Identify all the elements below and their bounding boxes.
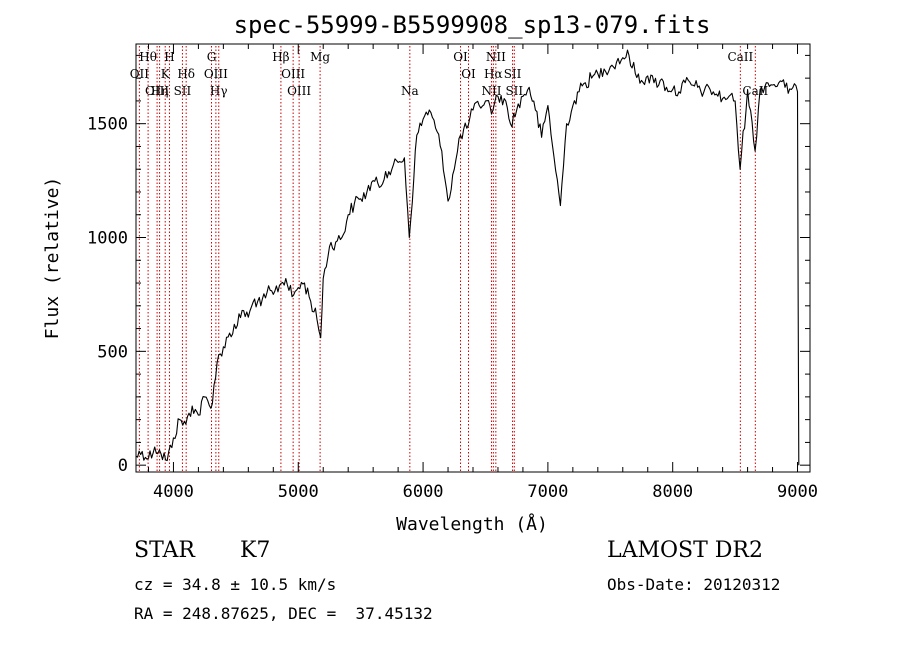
spectral-line-label: OI <box>453 50 468 64</box>
spectral-line-label: OIII <box>145 84 169 98</box>
spectral-line-label: OII <box>130 67 150 81</box>
x-tick-label: 8000 <box>652 482 693 502</box>
spectral-line-label: Mg <box>310 50 330 64</box>
survey-name: LAMOST DR2 <box>607 538 763 563</box>
spectral-line-label: SII <box>505 84 523 98</box>
x-tick-label: 9000 <box>777 482 818 502</box>
y-tick-label: 1000 <box>87 229 128 249</box>
spectral-line-markers <box>138 46 756 472</box>
spectral-line-label: Hβ <box>272 50 289 64</box>
x-axis-label: Wavelength (Å) <box>396 513 548 535</box>
spectral-line-label: Na <box>401 84 419 98</box>
chart-title: spec-55999-B5599908_sp13-079.fits <box>234 11 711 39</box>
spectral-line-label: NII <box>486 50 506 64</box>
spectral-line-label: Hγ <box>210 84 228 98</box>
spectral-line-label: Hδ <box>177 67 195 81</box>
spectral-line-label: K <box>161 67 171 81</box>
object-subclass: K7 <box>240 538 271 563</box>
y-tick-label: 500 <box>97 342 128 362</box>
spectral-line-label: SII <box>504 67 522 81</box>
observation-date: Obs-Date: 20120312 <box>607 575 781 594</box>
spectral-line-label: OIII <box>281 67 305 81</box>
spectral-line-label: Hθ <box>139 50 157 64</box>
spectrum-line <box>135 49 800 466</box>
x-tick-label: 4000 <box>153 482 194 502</box>
coordinates: RA = 248.87625, DEC = 37.45132 <box>134 604 433 623</box>
x-tick-label: 5000 <box>278 482 319 502</box>
spectral-line-labels: OIIHθOIIIHηKHSIIHδGOIIIHγHβOIIIOIIIMgNaO… <box>130 50 769 98</box>
spectral-line-label: Hα <box>484 67 503 81</box>
y-tick-label: 1500 <box>87 115 128 135</box>
object-class: STAR <box>134 538 195 563</box>
spectral-line-label: OI <box>461 67 476 81</box>
spectral-line-label: H <box>164 50 174 64</box>
spectral-line-label: OIII <box>287 84 311 98</box>
x-tick-label: 6000 <box>403 482 444 502</box>
y-tick-label: 0 <box>118 456 128 476</box>
spectral-line-label: Hη <box>151 84 169 98</box>
y-axis-label: Flux (relative) <box>42 177 63 340</box>
spectral-line-label: OIII <box>204 67 228 81</box>
axis-ticks: 4000 5000 6000 7000 8000 9000 0 500 1000 1500 <box>87 44 818 502</box>
spectral-line-label: NII <box>481 84 501 98</box>
redshift-velocity: cz = 34.8 ± 10.5 km/s <box>134 575 337 594</box>
spectral-line-label: G <box>207 50 217 64</box>
spectral-line-label: CaII <box>727 50 753 64</box>
spectral-line-label: SII <box>174 84 192 98</box>
x-tick-label: 7000 <box>527 482 568 502</box>
